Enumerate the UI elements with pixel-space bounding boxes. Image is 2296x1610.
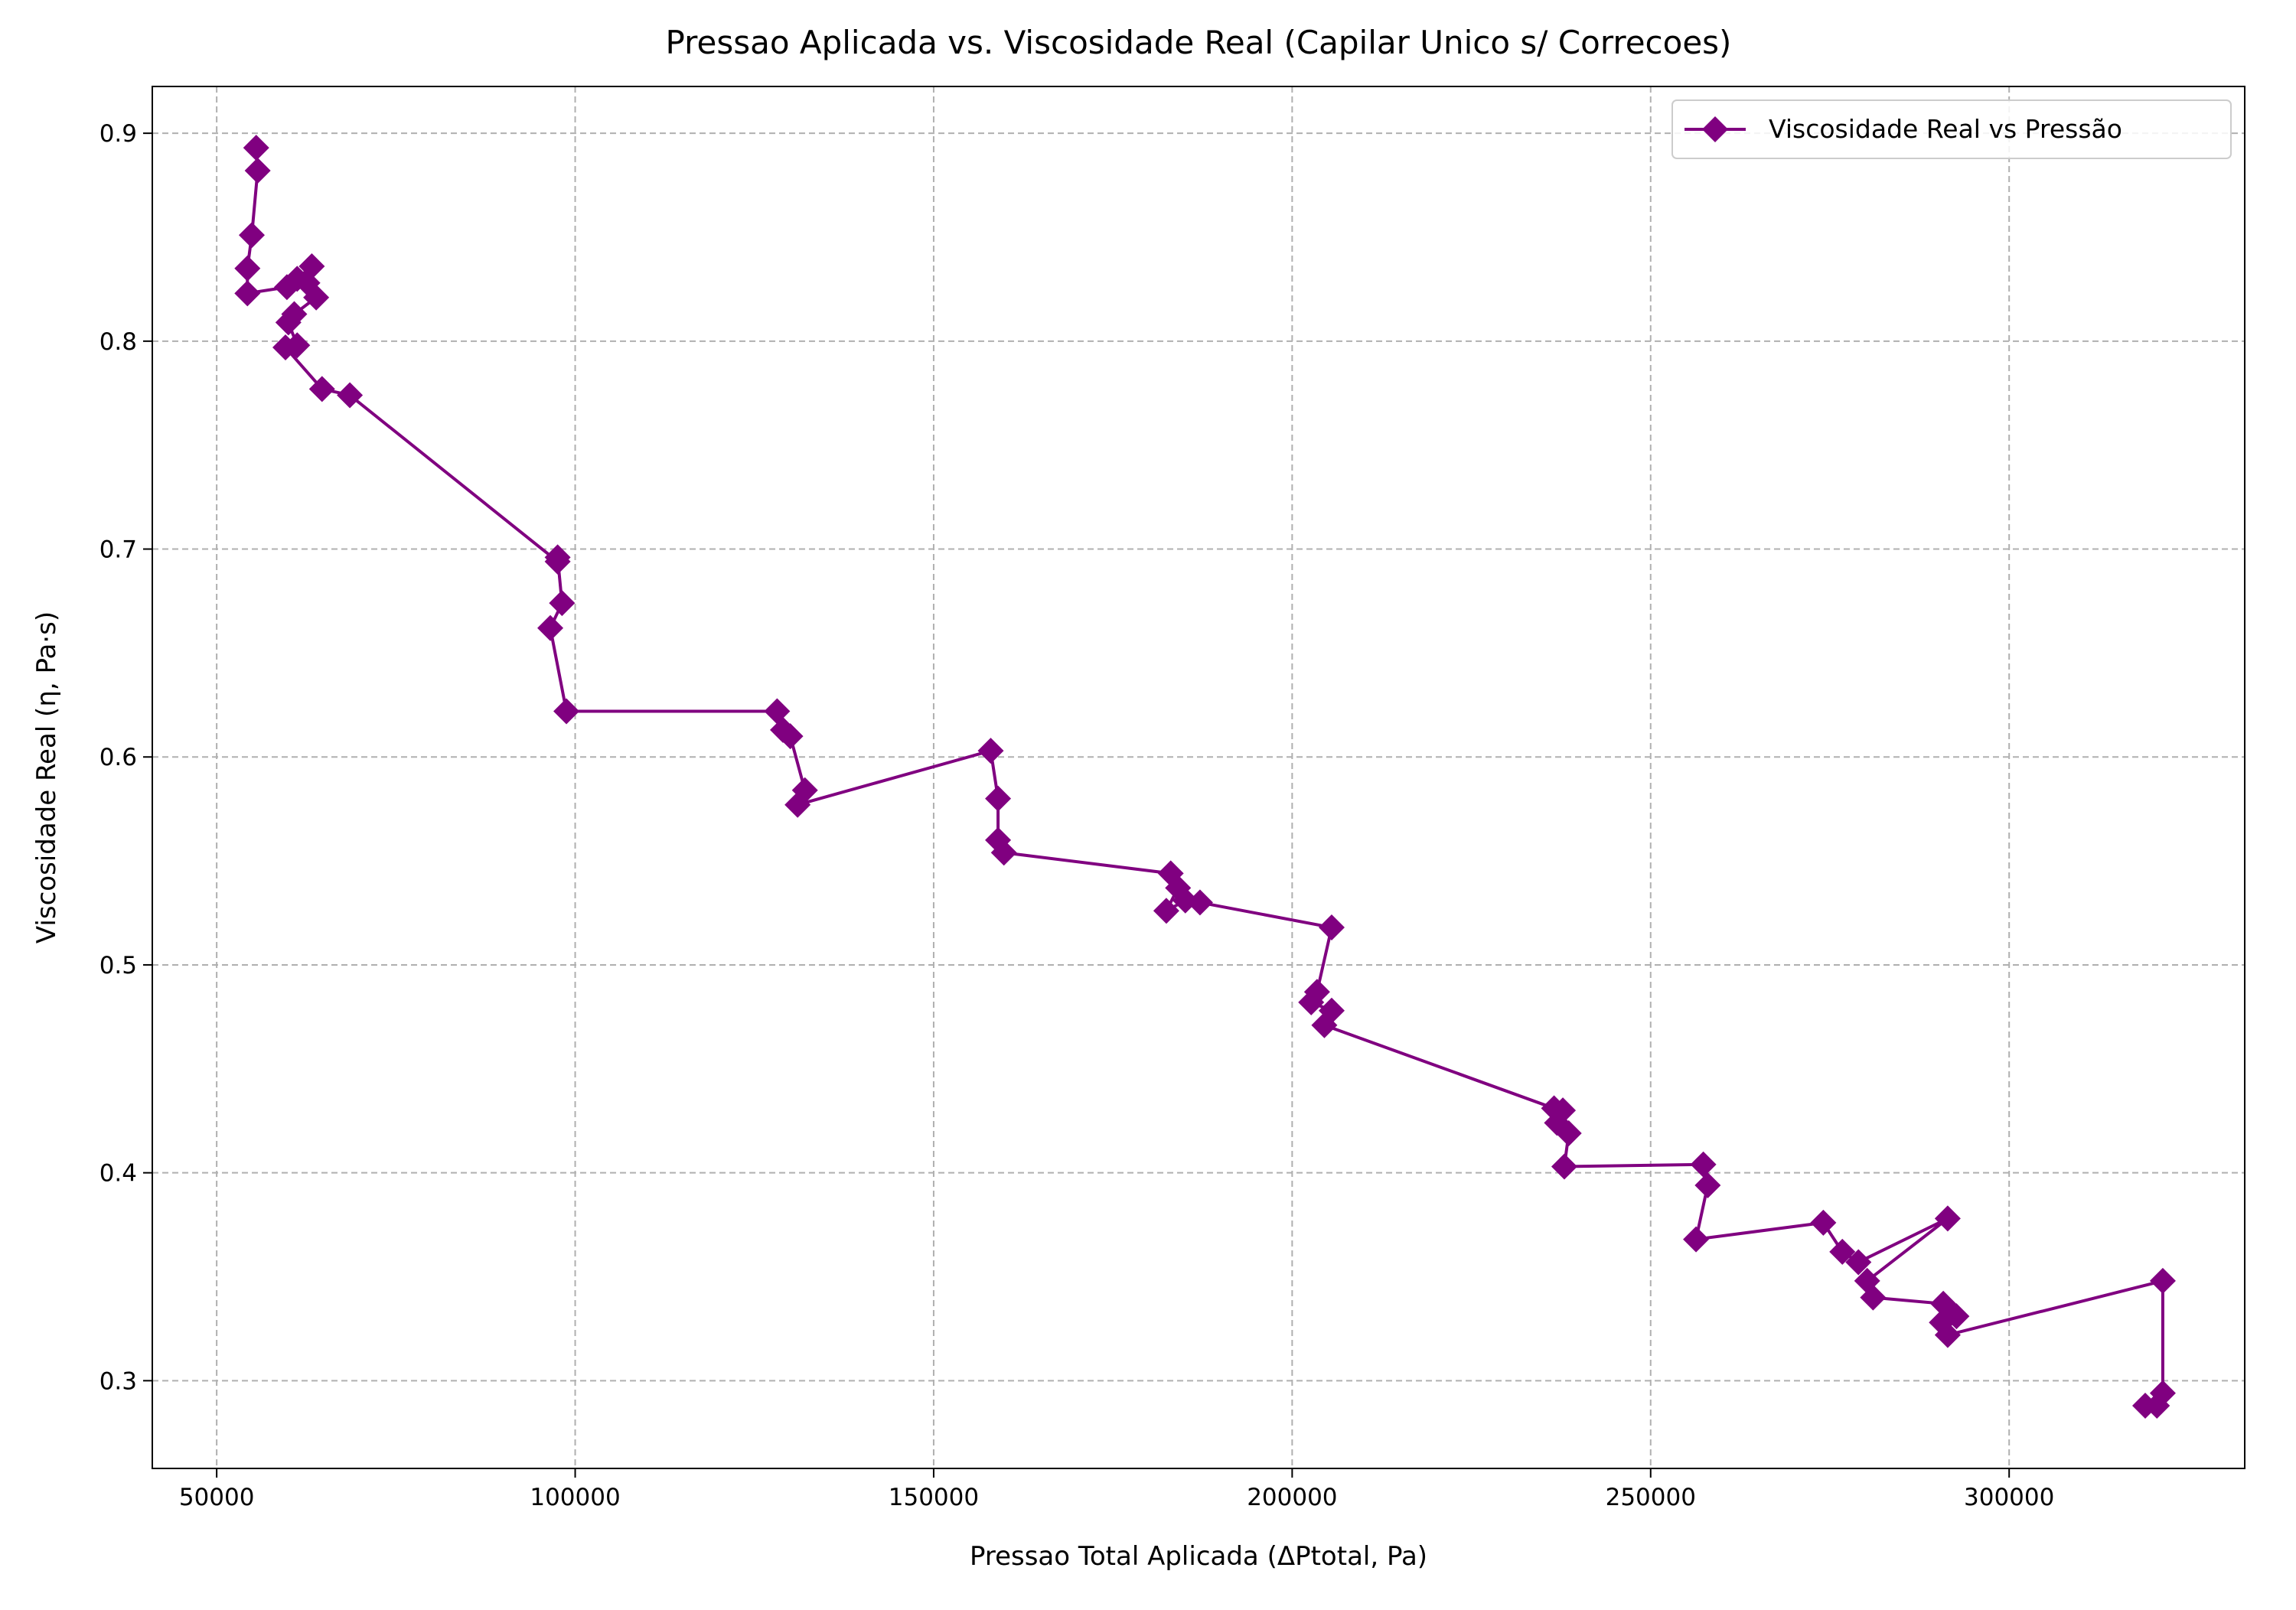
data-point (337, 382, 364, 409)
data-point (234, 255, 261, 282)
y-tick-label: 0.8 (99, 328, 137, 356)
data-point (239, 222, 266, 249)
plot-frame (152, 86, 2245, 1469)
data-point (1318, 914, 1345, 941)
data-point (1845, 1249, 1872, 1276)
legend: Viscosidade Real vs Pressão (1671, 99, 2232, 159)
data-point (234, 280, 261, 307)
data-point (784, 791, 811, 818)
data-point (1555, 1120, 1582, 1147)
data-point (1551, 1153, 1577, 1180)
data-point (985, 785, 1012, 812)
x-axis-label: Pressao Total Aplicada (ΔPtotal, Pa) (970, 1541, 1427, 1572)
legend-label: Viscosidade Real vs Pressão (1769, 114, 2122, 144)
x-tick-label: 300000 (1964, 1484, 2054, 1511)
data-point (1810, 1209, 1837, 1236)
data-point (2149, 1267, 2176, 1294)
data-point (244, 158, 271, 184)
data-point (2144, 1392, 2170, 1419)
data-point (544, 544, 571, 571)
data-point (1311, 1012, 1338, 1038)
x-tick-label: 50000 (179, 1484, 255, 1511)
x-tick-label: 150000 (889, 1484, 979, 1511)
y-tick-label: 0.3 (99, 1367, 137, 1395)
data-point (777, 723, 804, 750)
legend-marker (1702, 116, 1728, 142)
y-axis-label: Viscosidade Real (η, Pa·s) (31, 611, 62, 944)
data-point (275, 309, 302, 336)
y-tick-label: 0.9 (99, 120, 137, 148)
y-tick-label: 0.6 (99, 744, 137, 771)
data-point (272, 334, 298, 360)
data-point (303, 284, 330, 311)
data-point (1860, 1284, 1887, 1311)
data-point (243, 135, 269, 161)
legend-box (1671, 99, 2232, 159)
data-point (549, 590, 576, 617)
data-point (308, 376, 335, 402)
data-point (1683, 1226, 1710, 1253)
y-tick-label: 0.7 (99, 536, 137, 564)
data-point (1186, 889, 1213, 916)
y-tick-label: 0.5 (99, 952, 137, 979)
data-point (553, 698, 580, 725)
x-tick-label: 250000 (1606, 1484, 1696, 1511)
data-point (1934, 1205, 1961, 1232)
data-point (1829, 1238, 1856, 1265)
data-point (1694, 1172, 1721, 1198)
data-line (246, 148, 2164, 1407)
chart-title: Pressao Aplicada vs. Viscosidade Real (C… (666, 24, 1732, 61)
data-point (1934, 1322, 1961, 1348)
y-tick-label: 0.4 (99, 1160, 137, 1188)
x-tick-label: 200000 (1247, 1484, 1337, 1511)
data-point (537, 614, 564, 641)
data-point (990, 839, 1017, 866)
data-point (1690, 1151, 1717, 1178)
data-point (1153, 898, 1179, 924)
data-point (977, 738, 1004, 764)
data-point (1298, 989, 1325, 1015)
x-tick-label: 100000 (530, 1484, 620, 1511)
